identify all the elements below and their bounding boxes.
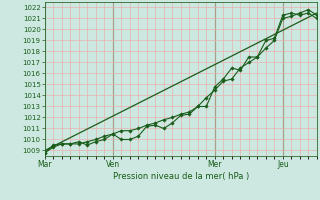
X-axis label: Pression niveau de la mer( hPa ): Pression niveau de la mer( hPa ): [113, 172, 249, 181]
